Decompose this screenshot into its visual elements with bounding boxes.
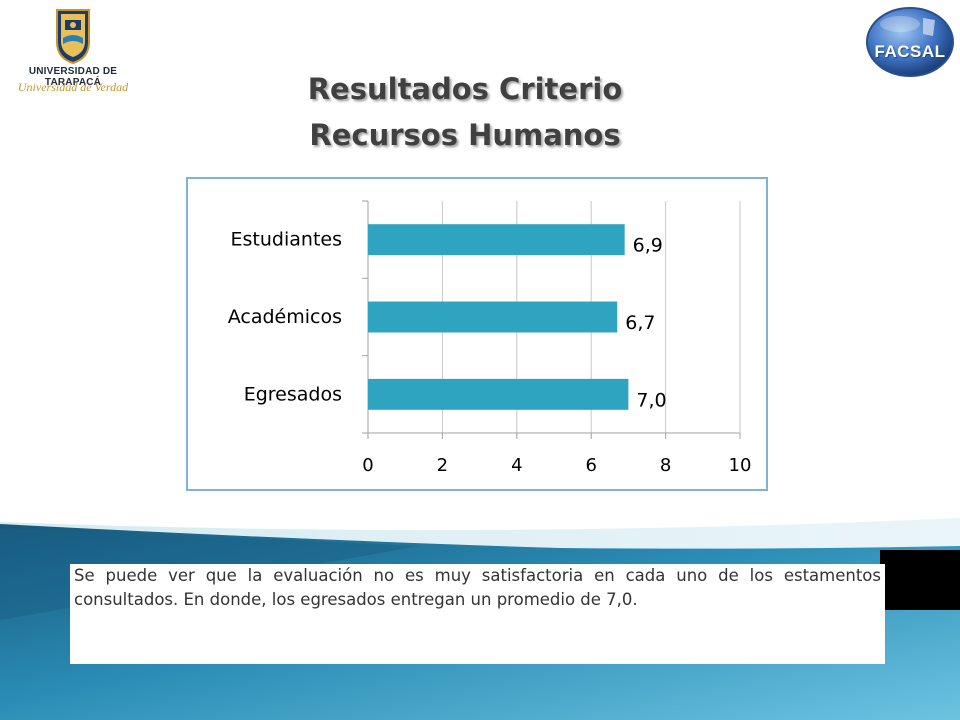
shield-icon [56, 9, 90, 64]
chart-canvas: 0 2 4 6 8 10 Estudiantes 6,9 Académicos 6,7 Egresa… [228, 200, 752, 476]
x-tick-label: 8 [660, 455, 671, 476]
category-label: Egresados [244, 383, 342, 405]
title-line-2: Recursos Humanos [309, 118, 621, 152]
university-logo: UNIVERSIDAD DE TARAPACÁ Universidad de V… [0, 0, 146, 104]
data-label: 6,9 [633, 235, 663, 257]
x-tick-label: 6 [585, 455, 596, 476]
summary-paragraph: Se puede ver que la evaluación no es muy… [74, 566, 881, 609]
facsal-logo: FACSAL [865, 6, 955, 78]
x-tick-label: 0 [362, 455, 373, 476]
category-label: Académicos [228, 306, 342, 328]
category-label: Estudiantes [231, 229, 342, 251]
bar-estudiantes [368, 224, 625, 256]
x-tick-label: 2 [437, 455, 448, 476]
university-name: UNIVERSIDAD DE TARAPACÁ [28, 66, 118, 88]
data-label: 7,0 [636, 389, 666, 411]
slide-title: Resultados Criterio Recursos Humanos [255, 66, 675, 158]
summary-text-box: Se puede ver que la evaluación no es muy… [70, 564, 885, 664]
globe-icon [866, 7, 954, 77]
bar-académicos [368, 301, 618, 333]
title-line-1: Resultados Criterio [307, 72, 623, 106]
x-tick-label: 4 [511, 455, 522, 476]
data-label: 6,7 [625, 312, 655, 334]
bar-chart: 0 2 4 6 8 10 Estudiantes 6,9 Académicos 6,7 Egresa… [186, 177, 768, 491]
university-slogan: Universidad de Verdad [17, 80, 129, 94]
x-tick-label: 10 [729, 455, 752, 476]
bar-egresados [368, 378, 629, 410]
facsal-label: FACSAL [874, 42, 946, 61]
